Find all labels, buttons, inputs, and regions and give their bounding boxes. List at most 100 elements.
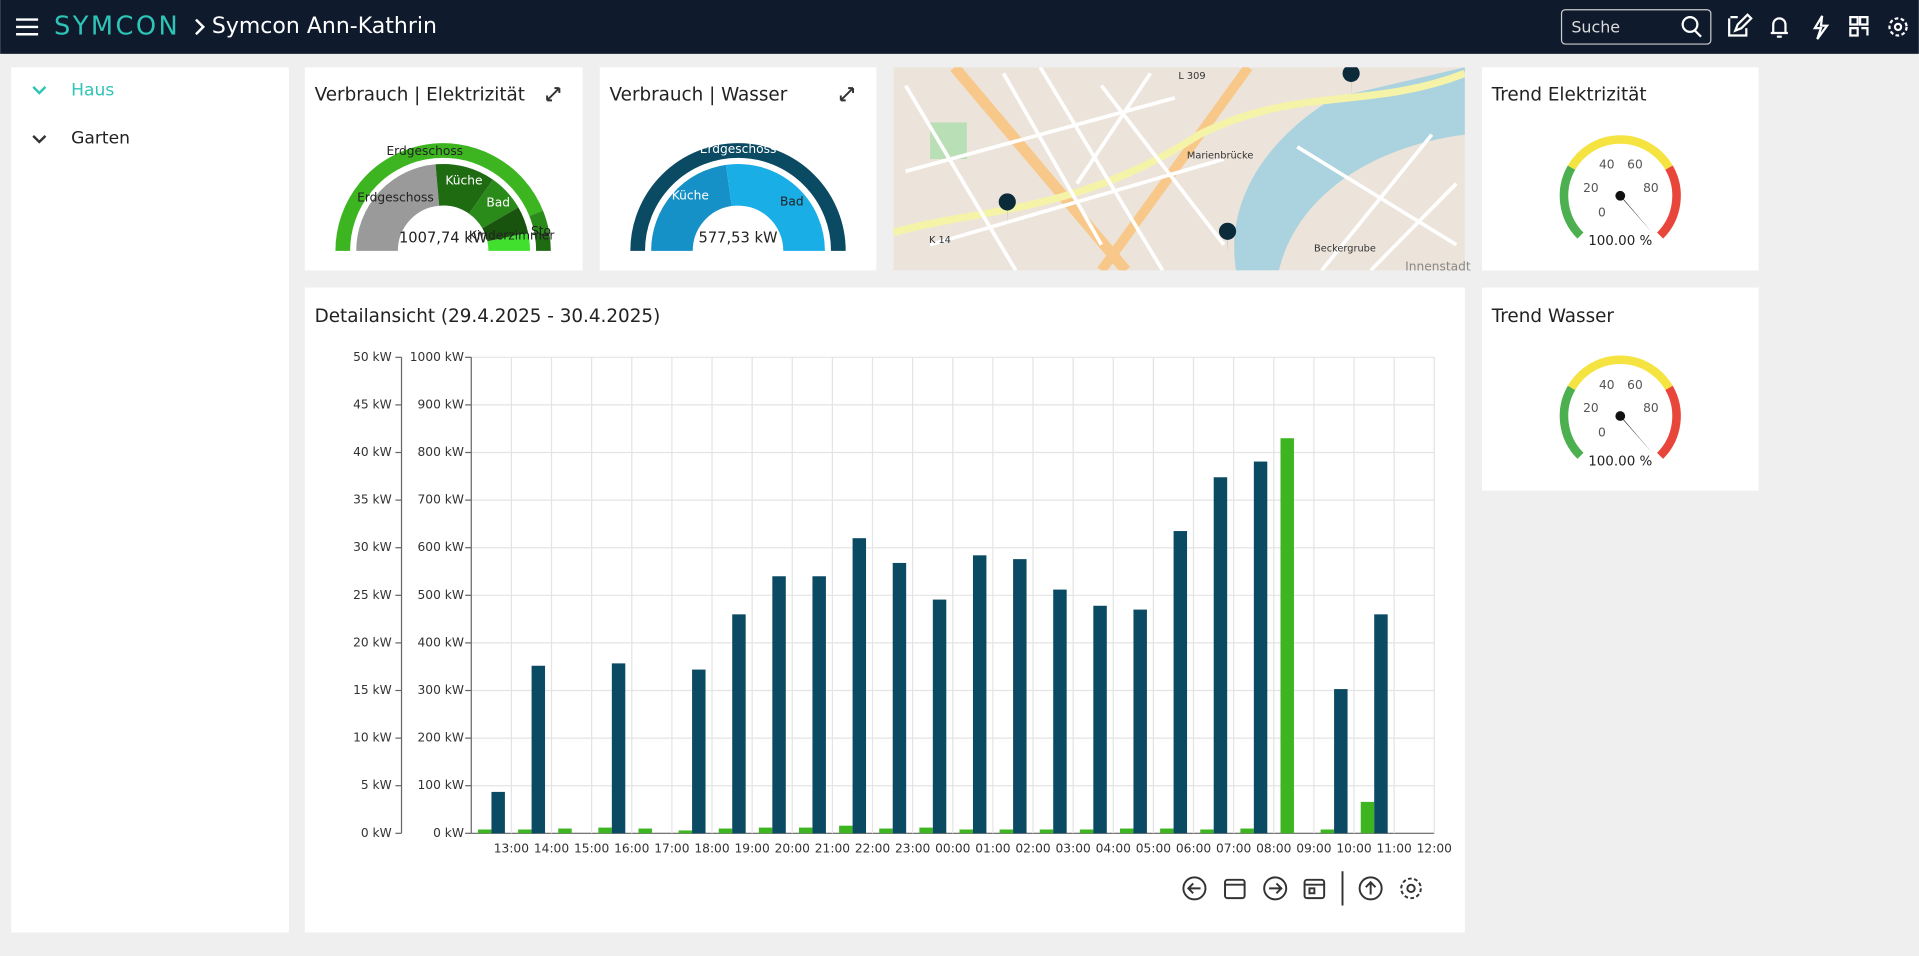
gauge-tick: 20: [1583, 181, 1599, 195]
bar: [1080, 829, 1093, 833]
bar: [772, 576, 785, 833]
y2-tick-label: 1000 kW: [410, 350, 464, 364]
y-tick-label: 35 kW: [353, 493, 392, 507]
y2-tick-label: 900 kW: [418, 397, 464, 411]
bar: [1281, 438, 1294, 833]
segment-label: Erdgeschoss: [700, 142, 777, 156]
bar: [1254, 462, 1267, 834]
bar: [558, 829, 571, 834]
bar: [518, 829, 531, 833]
gauge-tick: 80: [1643, 401, 1659, 415]
bar: [612, 663, 625, 833]
bar: [960, 829, 973, 833]
x-tick-label: 00:00: [935, 842, 970, 856]
y2-tick-label: 300 kW: [418, 683, 464, 697]
bar: [1240, 829, 1253, 834]
bar: [719, 829, 732, 834]
y-tick-label: 45 kW: [353, 397, 392, 411]
y2-tick-label: 0 kW: [433, 826, 464, 840]
bar: [1374, 614, 1387, 833]
gauge-tick: 0: [1598, 426, 1606, 440]
y2-tick-label: 200 kW: [418, 731, 464, 745]
x-tick-label: 21:00: [815, 842, 850, 856]
x-tick-label: 12:00: [1417, 842, 1452, 856]
segment-label: Bad: [780, 194, 804, 208]
map[interactable]: L 309 Marienbrücke K 14 Beckergrube Inne…: [893, 65, 1471, 273]
segment-label: Erdgeschoss: [357, 191, 434, 205]
bar: [933, 600, 946, 834]
bar: [1133, 610, 1146, 834]
bar: [1013, 559, 1026, 833]
x-tick-label: 18:00: [694, 842, 729, 856]
bar: [1040, 829, 1053, 833]
bar: [893, 563, 906, 833]
bar: [1000, 829, 1013, 833]
x-tick-label: 17:00: [654, 842, 689, 856]
bar: [532, 666, 545, 834]
x-tick-label: 08:00: [1256, 842, 1291, 856]
bar: [1053, 590, 1066, 834]
gauge-hub: [1615, 191, 1625, 201]
search-placeholder: Suche: [1571, 18, 1620, 37]
bar: [879, 829, 892, 834]
x-tick-label: 04:00: [1096, 842, 1131, 856]
segment-label: Erdgeschoss: [386, 144, 463, 158]
gauge-hub: [1615, 411, 1625, 421]
sidebar: [11, 67, 289, 932]
x-tick-label: 02:00: [1015, 842, 1050, 856]
bar: [799, 828, 812, 834]
x-tick-label: 22:00: [855, 842, 890, 856]
x-tick-label: 13:00: [494, 842, 529, 856]
x-tick-label: 20:00: [775, 842, 810, 856]
bar: [1361, 802, 1374, 833]
y-tick-label: 5 kW: [361, 778, 392, 792]
map-label: Beckergrube: [1314, 243, 1376, 254]
x-tick-label: 06:00: [1176, 842, 1211, 856]
bar: [1174, 531, 1187, 833]
card-title: Verbrauch | Wasser: [610, 84, 788, 105]
x-tick-label: 11:00: [1377, 842, 1412, 856]
y-tick-label: 30 kW: [353, 540, 392, 554]
segment-label: Küche: [445, 174, 482, 188]
gauge-tick: 0: [1598, 205, 1606, 219]
y-tick-label: 0 kW: [361, 826, 392, 840]
card-title: Verbrauch | Elektrizität: [315, 84, 525, 105]
bar: [919, 828, 932, 834]
bar: [638, 829, 651, 834]
x-tick-label: 09:00: [1296, 842, 1331, 856]
bar: [1200, 829, 1213, 833]
bar: [1334, 689, 1347, 833]
x-tick-label: 14:00: [534, 842, 569, 856]
bar: [839, 826, 852, 834]
brand[interactable]: SYMCON: [54, 11, 180, 41]
bar: [759, 828, 772, 834]
gauge-value: 100.00 %: [1588, 454, 1652, 469]
nav-item[interactable]: Haus: [71, 81, 114, 101]
x-tick-label: 16:00: [614, 842, 649, 856]
bar: [491, 792, 504, 833]
bar: [1120, 829, 1133, 834]
x-tick-label: 15:00: [574, 842, 609, 856]
bar: [1160, 829, 1173, 834]
y2-tick-label: 400 kW: [418, 635, 464, 649]
gauge-value: 100.00 %: [1588, 234, 1652, 249]
gauge-tick: 40: [1599, 158, 1615, 172]
x-tick-label: 23:00: [895, 842, 930, 856]
map-label: L 309: [1178, 71, 1205, 82]
x-tick-label: 01:00: [975, 842, 1010, 856]
y2-tick-label: 800 kW: [418, 445, 464, 459]
x-tick-label: 07:00: [1216, 842, 1251, 856]
gauge-tick: 40: [1599, 378, 1615, 392]
y-tick-label: 50 kW: [353, 350, 392, 364]
gauge-tick: 80: [1643, 181, 1659, 195]
total-label: 1007,74 kW: [399, 230, 488, 247]
x-tick-label: 10:00: [1336, 842, 1371, 856]
x-tick-label: 05:00: [1136, 842, 1171, 856]
segment-label: Bad: [486, 196, 510, 210]
gauge-tick: 60: [1627, 158, 1643, 172]
y-tick-label: 20 kW: [353, 635, 392, 649]
gauge-tick: 20: [1583, 401, 1599, 415]
nav-item[interactable]: Garten: [71, 128, 130, 148]
map-label: K 14: [929, 235, 951, 246]
